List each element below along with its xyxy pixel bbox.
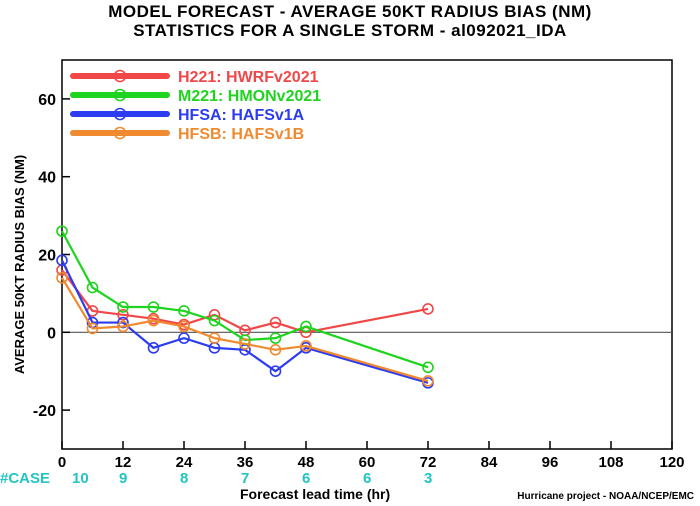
- case-count: 8: [180, 470, 189, 487]
- data-point: [147, 314, 160, 327]
- x-tick-label: 108: [598, 454, 623, 471]
- y-tick-label: 40: [38, 170, 56, 187]
- data-point: [86, 281, 99, 294]
- data-point: [422, 303, 434, 315]
- legend-marker: [113, 107, 127, 121]
- legend-label: H221: HWRFv2021: [178, 69, 319, 86]
- y-tick-label: -20: [33, 403, 56, 420]
- chart-subtitle: STATISTICS FOR A SINGLE STORM - al092021…: [133, 21, 567, 40]
- case-count: 7: [241, 470, 250, 487]
- series-line: [61, 269, 429, 334]
- x-tick-label: 12: [115, 454, 132, 471]
- data-point: [300, 320, 312, 333]
- series-line: [61, 230, 429, 369]
- x-tick-label: 0: [58, 454, 66, 471]
- data-point: [117, 301, 129, 313]
- data-point: [147, 301, 160, 313]
- legend-label: M221: HMONv2021: [178, 88, 321, 105]
- data-point: [117, 320, 129, 333]
- data-point: [208, 332, 221, 344]
- data-point: [56, 225, 68, 237]
- legend-marker: [113, 126, 127, 140]
- data-point: [56, 272, 68, 284]
- chart-title: MODEL FORECAST - AVERAGE 50KT RADIUS BIA…: [108, 2, 592, 21]
- data-point: [178, 305, 190, 317]
- data-point: [56, 254, 68, 267]
- data-point: [208, 314, 221, 327]
- case-count: 6: [363, 470, 372, 487]
- case-count: 3: [424, 470, 433, 487]
- series-line: [61, 277, 429, 382]
- data-point: [269, 344, 282, 356]
- y-tick-label: 0: [47, 325, 56, 342]
- data-point: [269, 332, 282, 344]
- credit-text: Hurricane project - NOAA/NCEP/EMC: [517, 491, 694, 502]
- y-tick-label: 60: [38, 92, 56, 109]
- case-count: 6: [302, 470, 311, 487]
- data-point: [117, 316, 129, 329]
- data-point: [269, 365, 282, 378]
- data-point: [117, 308, 129, 321]
- x-tick-label: 84: [481, 454, 498, 471]
- y-axis-label: AVERAGE 50KT RADIUS BIAS (NM): [12, 155, 27, 374]
- case-count-label: #CASE: [0, 470, 51, 487]
- x-tick-label: 48: [298, 454, 315, 471]
- x-axis-label: Forecast lead time (hr): [240, 486, 391, 502]
- data-point: [147, 342, 160, 354]
- x-tick-label: 60: [359, 454, 376, 471]
- data-point: [239, 338, 251, 350]
- series-line: [61, 259, 429, 384]
- x-tick-label: 120: [659, 454, 684, 471]
- legend-label: HFSB: HAFSv1B: [178, 126, 304, 143]
- case-count: 9: [119, 470, 128, 487]
- legend-marker: [113, 88, 127, 102]
- y-tick-label: 20: [38, 248, 56, 265]
- case-count: 10: [72, 470, 89, 487]
- data-point: [178, 332, 190, 344]
- data-point: [178, 320, 190, 333]
- plot-frame: [61, 59, 673, 450]
- x-tick-label: 36: [237, 454, 254, 471]
- data-point: [422, 361, 434, 374]
- legend-label: HFSA: HAFSv1A: [178, 107, 305, 124]
- legend-marker: [113, 69, 127, 83]
- x-tick-label: 96: [542, 454, 559, 471]
- data-point: [86, 322, 99, 335]
- x-tick-label: 24: [176, 454, 193, 471]
- data-point: [269, 316, 282, 329]
- data-point: [422, 375, 434, 387]
- data-point: [300, 340, 312, 352]
- x-tick-label: 72: [420, 454, 437, 471]
